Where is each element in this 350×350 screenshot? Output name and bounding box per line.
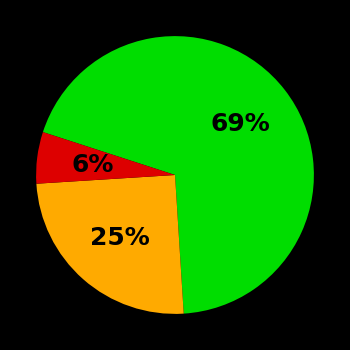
Text: 69%: 69% [211, 112, 271, 136]
Text: 25%: 25% [90, 225, 150, 250]
Wedge shape [36, 175, 184, 314]
Text: 6%: 6% [71, 153, 113, 176]
Wedge shape [43, 36, 314, 314]
Wedge shape [36, 132, 175, 184]
